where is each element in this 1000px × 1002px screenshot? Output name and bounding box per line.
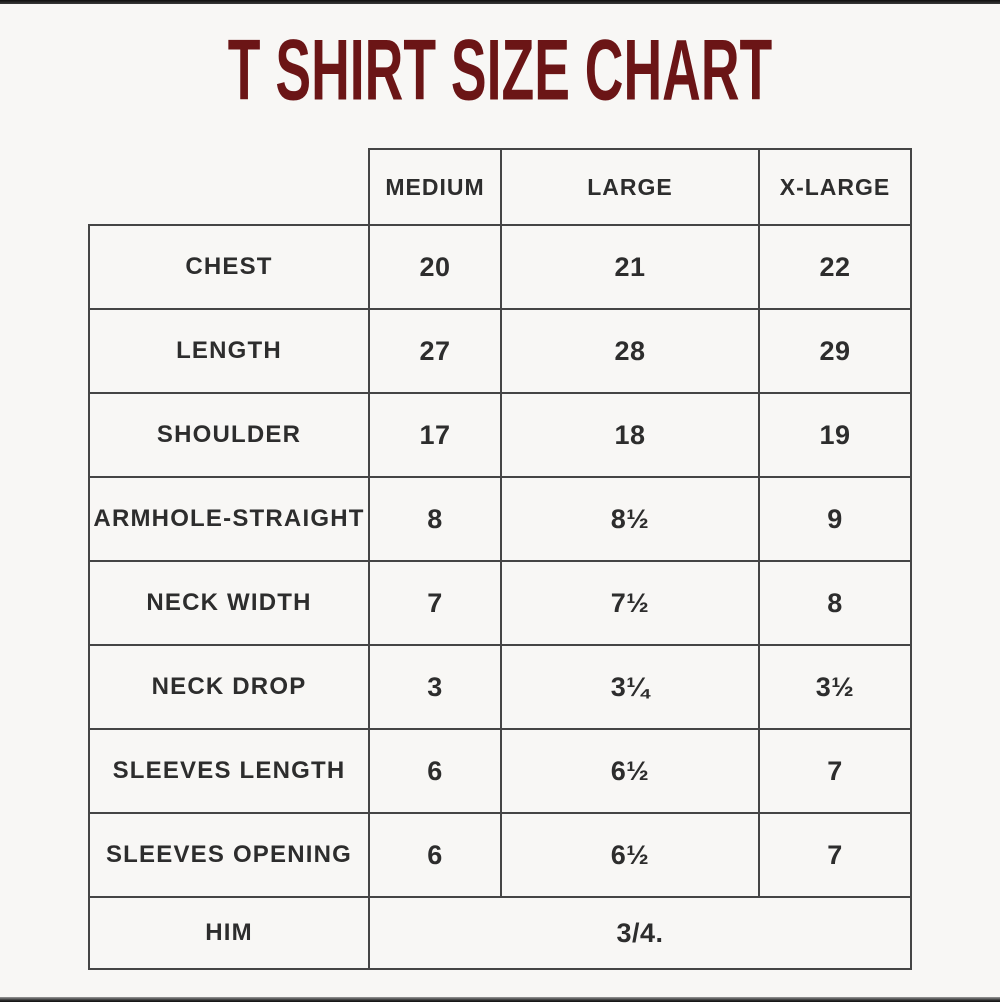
cell-length-xlarge: 29	[760, 310, 910, 394]
cell-sleeves-opening-medium: 6	[370, 814, 502, 898]
cell-shoulder-xlarge: 19	[760, 394, 910, 478]
column-header-xlarge: X-LARGE	[779, 173, 891, 200]
cell-shoulder-medium: 17	[370, 394, 502, 478]
row-label-neck-width: NECK WIDTH	[90, 562, 370, 646]
cell-neck-drop-medium: 3	[370, 646, 502, 730]
page-title: T SHIRT SIZE CHART	[227, 22, 773, 119]
cell-neck-width-large: 7½	[502, 562, 760, 646]
cell-armhole-straight-medium: 8	[370, 478, 502, 562]
row-label-sleeves-length: SLEEVES LENGTH	[90, 730, 370, 814]
cell-sleeves-length-xlarge: 7	[760, 730, 910, 814]
cell-him-all-sizes: 3/4.	[616, 917, 664, 948]
row-label-chest: CHEST	[90, 226, 370, 310]
cell-neck-width-medium: 7	[370, 562, 502, 646]
cell-length-large: 28	[502, 310, 760, 394]
cell-chest-large: 21	[502, 226, 760, 310]
cell-neck-drop-xlarge: 3½	[760, 646, 910, 730]
cell-chest-xlarge: 22	[760, 226, 910, 310]
cell-chest-medium: 20	[370, 226, 502, 310]
row-label-length: LENGTH	[90, 310, 370, 394]
row-label-him: HIM	[90, 898, 370, 968]
column-header-medium: MEDIUM	[370, 150, 502, 224]
cell-sleeves-opening-xlarge: 7	[760, 814, 910, 898]
cell-neck-width-xlarge: 8	[760, 562, 910, 646]
row-label-sleeves-opening: SLEEVES OPENING	[90, 814, 370, 898]
column-header-large: LARGE	[502, 150, 760, 224]
row-label-armhole-straight: ARMHOLE-STRAIGHT	[90, 478, 370, 562]
size-table-body: CHEST 20 21 22 LENGTH 27 28 29 SHOULDER …	[88, 224, 912, 970]
row-label-shoulder: SHOULDER	[90, 394, 370, 478]
cell-sleeves-opening-large: 6½	[502, 814, 760, 898]
bottom-edge-bar	[0, 997, 1000, 1002]
cell-length-medium: 27	[370, 310, 502, 394]
cell-shoulder-large: 18	[502, 394, 760, 478]
top-edge-bar	[0, 0, 1000, 4]
cell-sleeves-length-large: 6½	[502, 730, 760, 814]
row-label-neck-drop: NECK DROP	[90, 646, 370, 730]
cell-armhole-straight-large: 8½	[502, 478, 760, 562]
size-table-header: MEDIUM LARGE X-LARGE	[368, 148, 912, 224]
cell-armhole-straight-xlarge: 9	[760, 478, 910, 562]
cell-neck-drop-large: 3¼	[502, 646, 760, 730]
cell-sleeves-length-medium: 6	[370, 730, 502, 814]
